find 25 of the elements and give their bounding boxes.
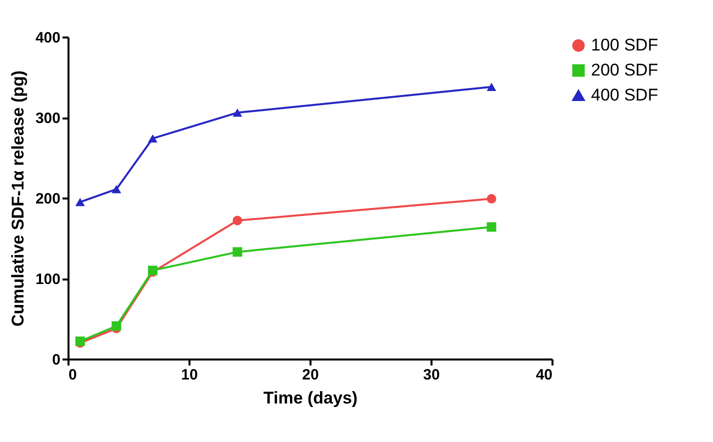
x-axis-title: Time (days) [263, 388, 358, 408]
x-tick-label: 10 [181, 366, 198, 384]
point [112, 185, 122, 194]
point [486, 222, 496, 232]
point [112, 321, 122, 331]
point [232, 108, 242, 117]
y-tick-label: 0 [52, 352, 60, 368]
point [232, 247, 242, 257]
point [486, 194, 496, 204]
y-tick-label: 200 [35, 190, 60, 208]
point [75, 198, 85, 206]
point [148, 134, 158, 143]
point [232, 216, 242, 226]
x-tick-label: 20 [302, 366, 319, 384]
y-tick-label: 100 [35, 271, 60, 288]
y-axis-title: Cumulative SDF-1α release (pg) [8, 70, 28, 327]
x-tick-label: 40 [536, 366, 552, 384]
y-tick-label: 300 [35, 110, 60, 127]
legend-label: 200 SDF [591, 60, 658, 80]
y-tick-label: 400 [35, 30, 60, 46]
x-tick-label: 30 [423, 366, 440, 384]
legend-label: 400 SDF [591, 86, 658, 104]
x-tick-label: 0 [68, 366, 77, 384]
point [486, 82, 496, 92]
legend-label: 100 SDF [591, 36, 658, 54]
